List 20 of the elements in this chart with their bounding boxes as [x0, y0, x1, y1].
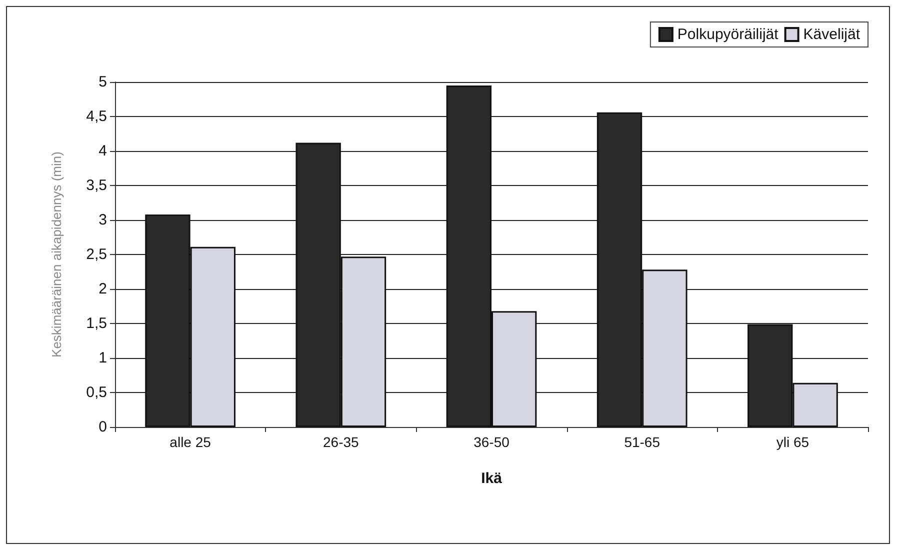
y-axis-title: Keskimääräinen aikapidennys (min)	[49, 152, 64, 358]
y-tick-label: 0,5	[86, 384, 107, 401]
y-tick-label: 3	[98, 212, 107, 228]
y-tick-label: 3,5	[86, 177, 107, 194]
y-tick-label: 1,5	[86, 315, 107, 332]
legend-label: Kävelijät	[803, 26, 861, 43]
y-tick-label: 4,5	[86, 108, 107, 125]
x-tick-label: 36-50	[474, 434, 510, 450]
x-axis-title: Ikä	[481, 470, 503, 487]
y-tick-label: 4	[98, 142, 107, 160]
x-tick-label: alle 25	[170, 434, 212, 450]
y-tick-label: 2,5	[86, 246, 107, 263]
legend-label: Polkupyöräilijät	[677, 26, 780, 43]
x-tick-label: yli 65	[776, 434, 810, 450]
y-tick-label: 1	[98, 350, 107, 366]
y-tick-label: 5	[98, 74, 107, 90]
x-tick-label: 26-35	[322, 434, 360, 450]
y-tick-label: 0	[98, 418, 107, 436]
x-tick-label: 51-65	[624, 434, 660, 450]
y-tick-label: 2	[98, 280, 107, 298]
